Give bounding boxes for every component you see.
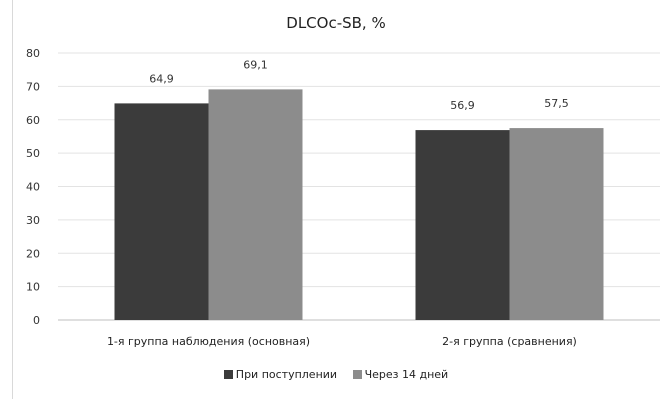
x-category-label: 1-я группа наблюдения (основная) <box>107 335 310 348</box>
chart-frame <box>12 0 672 399</box>
data-label: 56,9 <box>450 99 475 112</box>
y-tick-label: 50 <box>26 147 40 160</box>
legend-label-series-2: Через 14 дней <box>364 368 449 381</box>
legend: При поступлении Через 14 дней <box>0 368 672 382</box>
chart-title: DLCOc-SB, % <box>286 14 386 32</box>
bar-series-2-cat-1 <box>208 89 303 320</box>
bar-series-1-cat-1 <box>114 103 209 321</box>
y-tick-label: 20 <box>26 247 40 260</box>
y-tick-label: 70 <box>26 80 40 93</box>
y-tick-label: 60 <box>26 114 40 127</box>
legend-swatch-series-2 <box>352 370 362 379</box>
bar-series-1-cat-2 <box>415 130 510 320</box>
x-category-label: 2-я группа (сравнения) <box>442 335 577 348</box>
y-tick-label: 40 <box>26 181 40 194</box>
legend-item-series-1: При поступлении <box>223 368 338 381</box>
legend-swatch-series-1 <box>223 370 233 379</box>
bar-series-2-cat-2 <box>509 128 604 320</box>
y-tick-label: 30 <box>26 214 40 227</box>
y-tick-label: 80 <box>26 47 40 60</box>
data-label: 69,1 <box>243 58 268 71</box>
data-label: 57,5 <box>544 97 569 110</box>
y-tick-label: 0 <box>33 314 40 327</box>
y-tick-label: 10 <box>26 281 40 294</box>
legend-label-series-1: При поступлении <box>235 368 338 381</box>
data-label: 64,9 <box>149 72 174 85</box>
legend-item-series-2: Через 14 дней <box>352 368 449 381</box>
